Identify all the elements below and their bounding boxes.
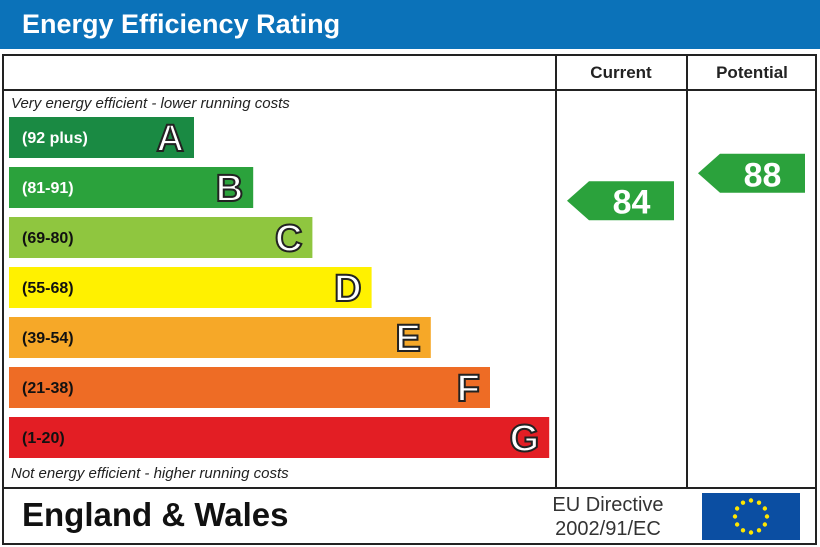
band-range-a: (92 plus): [22, 130, 88, 147]
band-bar-g: [9, 417, 550, 458]
potential-rating-arrow: [698, 153, 805, 193]
directive-line-2: 2002/91/EC: [555, 518, 661, 540]
flag-star: [734, 522, 740, 527]
band-bar-a: [9, 117, 194, 158]
band-bar-e: [9, 317, 431, 358]
eu-flag-icon: [702, 493, 800, 540]
flag-star: [740, 500, 746, 505]
potential-rating-value: 88: [744, 156, 782, 194]
band-bar-c: [9, 217, 313, 258]
top-note: Very energy efficient - lower running co…: [11, 95, 290, 112]
flag-star: [756, 500, 762, 505]
chart-title: Energy Efficiency Rating: [22, 9, 340, 39]
current-rating-value: 84: [613, 184, 651, 222]
band-letter-a: A: [157, 118, 184, 160]
flag-star: [748, 498, 754, 503]
flag-star: [748, 530, 754, 535]
flag-star: [762, 506, 768, 511]
directive-line-1: EU Directive: [552, 494, 663, 516]
flag-star: [762, 522, 768, 527]
band-range-f: (21-38): [22, 380, 74, 397]
band-letter-c: C: [275, 218, 302, 260]
band-bar-b: [9, 167, 254, 208]
band-range-g: (1-20): [22, 430, 65, 447]
potential-header: Potential: [716, 63, 788, 82]
band-letter-d: D: [334, 268, 361, 310]
band-range-e: (39-54): [22, 330, 74, 347]
bottom-note: Not energy efficient - higher running co…: [11, 465, 289, 482]
current-rating-arrow: [567, 181, 674, 221]
chart-frame: [2, 54, 817, 545]
band-letter-g: G: [510, 418, 540, 460]
band-letter-e: E: [395, 318, 420, 360]
band-letter-b: B: [216, 168, 243, 210]
flag-star: [734, 506, 740, 511]
band-range-d: (55-68): [22, 280, 74, 297]
band-bar-f: [9, 367, 490, 408]
flag-star: [740, 528, 746, 533]
band-range-c: (69-80): [22, 230, 74, 247]
band-range-b: (81-91): [22, 180, 74, 197]
region-label: England & Wales: [22, 496, 288, 533]
flag-star: [764, 514, 770, 519]
band-bar-d: [9, 267, 372, 308]
title-bar: [0, 0, 820, 49]
flag-star: [732, 514, 738, 519]
current-header: Current: [590, 63, 652, 82]
band-letter-f: F: [457, 368, 480, 410]
flag-star: [756, 528, 762, 533]
